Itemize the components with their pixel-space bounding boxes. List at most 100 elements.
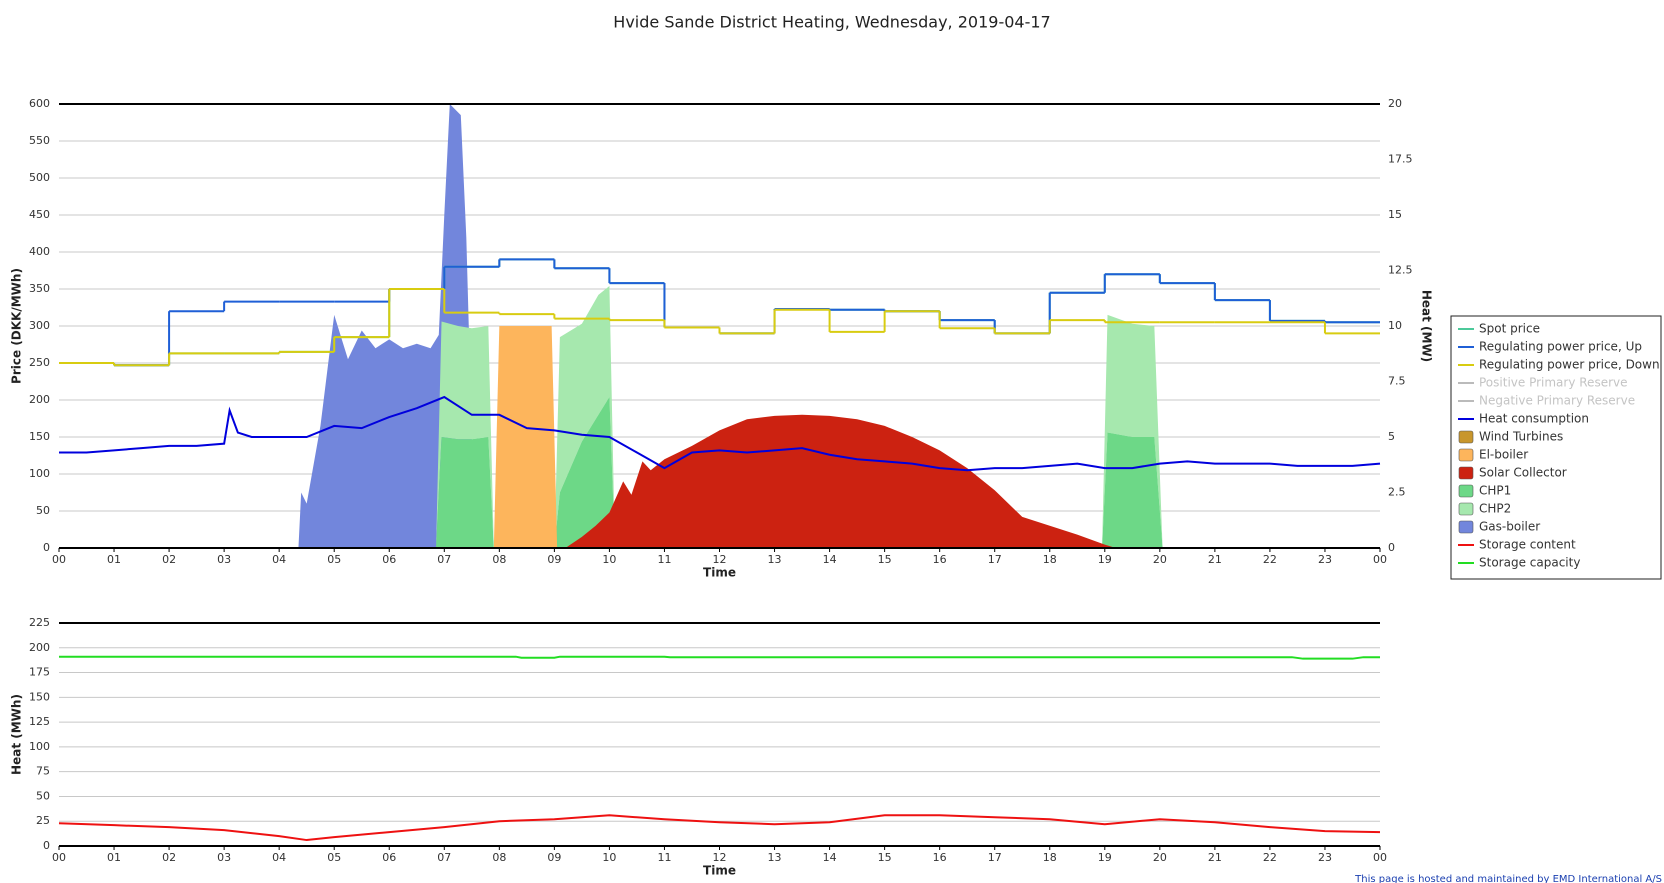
x-tick-label: 21 <box>1208 553 1222 566</box>
x-tick-label: 13 <box>768 851 782 864</box>
legend-label: Wind Turbines <box>1479 430 1563 444</box>
y-tick-label: 350 <box>29 282 50 295</box>
x-tick-label: 10 <box>602 553 616 566</box>
x-tick-label: 01 <box>107 851 121 864</box>
area <box>436 286 1163 548</box>
legend-swatch <box>1458 502 1474 516</box>
x-tick-label: 05 <box>327 851 341 864</box>
x-tick-label: 08 <box>492 553 506 566</box>
x-tick-label: 14 <box>823 851 837 864</box>
x-tick-label: 20 <box>1153 553 1167 566</box>
legend-label: CHP2 <box>1479 502 1511 516</box>
x-tick-label: 00 <box>52 851 66 864</box>
x-tick-label: 17 <box>988 851 1002 864</box>
plot-area <box>59 104 1381 548</box>
y2-axis-label: Heat (MW) <box>1420 290 1434 362</box>
x-tick-label: 04 <box>272 553 286 566</box>
x-tick-label: 11 <box>657 553 671 566</box>
x-tick-label: 20 <box>1153 851 1167 864</box>
legend-label: Spot price <box>1479 322 1540 336</box>
legend-label: Storage capacity <box>1479 556 1580 570</box>
y2-tick-label: 12.5 <box>1388 264 1413 277</box>
x-tick-label: 06 <box>382 553 396 566</box>
y-tick-label: 200 <box>29 393 50 406</box>
x-tick-label: 19 <box>1098 553 1112 566</box>
x-tick-label: 12 <box>713 553 727 566</box>
legend-swatch <box>1458 466 1474 480</box>
y2-tick-label: 7.5 <box>1388 375 1406 388</box>
legend-label: Heat consumption <box>1479 412 1589 426</box>
y2-tick-label: 20 <box>1388 97 1402 110</box>
y-axis-label: Heat (MWh) <box>10 694 24 775</box>
x-tick-label: 09 <box>547 851 561 864</box>
y-tick-label: 0 <box>43 839 50 852</box>
y-tick-label: 100 <box>29 740 50 753</box>
legend-label: Gas-boiler <box>1479 520 1540 534</box>
y-axis-label: Price (DKK/MWh) <box>10 268 24 384</box>
area <box>565 414 1116 548</box>
area <box>493 326 558 548</box>
x-tick-label: 09 <box>547 553 561 566</box>
x-tick-label: 19 <box>1098 851 1112 864</box>
y-tick-label: 50 <box>36 789 50 802</box>
y2-tick-label: 15 <box>1388 208 1402 221</box>
x-tick-label: 14 <box>823 553 837 566</box>
x-tick-label: 15 <box>878 851 892 864</box>
x-tick-label: 06 <box>382 851 396 864</box>
x-tick-label: 04 <box>272 851 286 864</box>
y-tick-label: 600 <box>29 97 50 110</box>
y-tick-label: 225 <box>29 616 50 629</box>
y-tick-label: 150 <box>29 690 50 703</box>
legend-swatch <box>1458 484 1474 498</box>
x-tick-label: 10 <box>602 851 616 864</box>
y-tick-label: 125 <box>29 715 50 728</box>
x-tick-label: 12 <box>713 851 727 864</box>
y-tick-label: 300 <box>29 319 50 332</box>
x-tick-label: 16 <box>933 851 947 864</box>
x-tick-label: 23 <box>1318 553 1332 566</box>
legend-label: Regulating power price, Up <box>1479 340 1642 354</box>
legend-label: Storage content <box>1479 538 1576 552</box>
y-tick-label: 550 <box>29 134 50 147</box>
area <box>298 104 475 548</box>
y-tick-label: 25 <box>36 814 50 827</box>
x-tick-label: 18 <box>1043 851 1057 864</box>
legend-swatch <box>1458 430 1474 444</box>
x-tick-label: 22 <box>1263 553 1277 566</box>
y-tick-label: 175 <box>29 666 50 679</box>
legend-swatch <box>1458 520 1474 534</box>
x-tick-label: 02 <box>162 851 176 864</box>
x-tick-label: 00 <box>1373 851 1387 864</box>
legend-label: Solar Collector <box>1479 466 1567 480</box>
legend-label: Negative Primary Reserve <box>1479 394 1635 408</box>
y2-tick-label: 17.5 <box>1388 153 1413 166</box>
legend-label: CHP1 <box>1479 484 1511 498</box>
x-tick-label: 07 <box>437 851 451 864</box>
x-tick-label: 03 <box>217 851 231 864</box>
series-line <box>59 655 1380 660</box>
y2-tick-label: 5 <box>1388 430 1395 443</box>
x-tick-label: 21 <box>1208 851 1222 864</box>
y-tick-label: 450 <box>29 208 50 221</box>
y2-tick-label: 2.5 <box>1388 486 1406 499</box>
legend-label: El-boiler <box>1479 448 1528 462</box>
plot-area <box>58 655 1381 842</box>
x-tick-label: 16 <box>933 553 947 566</box>
y-tick-label: 200 <box>29 641 50 654</box>
x-tick-label: 01 <box>107 553 121 566</box>
x-tick-label: 15 <box>878 553 892 566</box>
x-tick-label: 02 <box>162 553 176 566</box>
y-tick-label: 400 <box>29 245 50 258</box>
x-tick-label: 00 <box>1373 553 1387 566</box>
footer: This page is hosted and maintained by EM… <box>1354 874 1662 883</box>
x-axis-label: Time <box>703 566 736 580</box>
legend-label: Positive Primary Reserve <box>1479 376 1628 390</box>
y-tick-label: 500 <box>29 171 50 184</box>
x-tick-label: 00 <box>52 553 66 566</box>
series-line <box>59 395 1381 472</box>
y-tick-label: 150 <box>29 430 50 443</box>
x-tick-label: 23 <box>1318 851 1332 864</box>
y-tick-label: 50 <box>36 504 50 517</box>
y-tick-label: 75 <box>36 765 50 778</box>
